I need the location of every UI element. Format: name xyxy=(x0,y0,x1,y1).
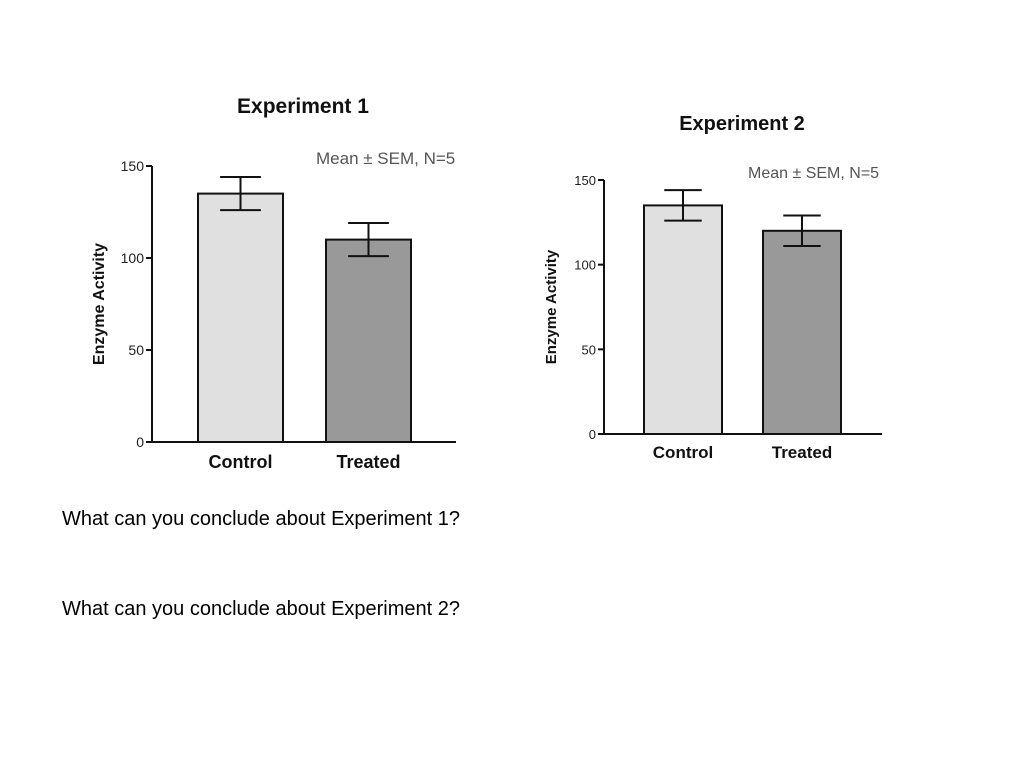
chart-1-y-tick-label: 0 xyxy=(136,434,144,450)
question-experiment-1: What can you conclude about Experiment 1… xyxy=(62,508,461,530)
chart-2-y-tick-label: 0 xyxy=(589,427,596,442)
chart-2-category-label: Treated xyxy=(772,443,832,462)
chart-2-stats-note: Mean ± SEM, N=5 xyxy=(748,165,879,182)
chart-1-bar-treated xyxy=(325,238,412,443)
chart-1-y-tick-label: 100 xyxy=(121,250,145,266)
question-experiment-2: What can you conclude about Experiment 2… xyxy=(62,598,461,620)
chart-1-y-tick-label: 150 xyxy=(121,158,145,174)
chart-1-category-label: Treated xyxy=(336,452,400,472)
chart-1-y-tick-label: 50 xyxy=(128,342,144,358)
chart-1-y-axis-label: Enzyme Activity xyxy=(91,243,108,365)
chart-2-y-axis-label: Enzyme Activity xyxy=(543,249,560,364)
chart-2-bar-control xyxy=(643,204,723,435)
chart-1-category-label: Control xyxy=(209,452,273,472)
chart-1-stats-note: Mean ± SEM, N=5 xyxy=(316,149,455,168)
chart-2-y-tick-label: 100 xyxy=(574,258,596,273)
chart-2-category-label: Control xyxy=(653,443,713,462)
charts-canvas: Experiment 1 Mean ± SEM, N=5 Control Treate… xyxy=(91,95,882,472)
chart-1-title: Experiment 1 xyxy=(237,95,369,118)
chart-2-title: Experiment 2 xyxy=(679,113,805,135)
chart-1-bar-control xyxy=(197,192,284,443)
chart-2-bar-treated xyxy=(762,229,842,435)
chart-2-y-tick-label: 150 xyxy=(574,173,596,188)
chart-2-y-tick-label: 50 xyxy=(582,342,596,357)
